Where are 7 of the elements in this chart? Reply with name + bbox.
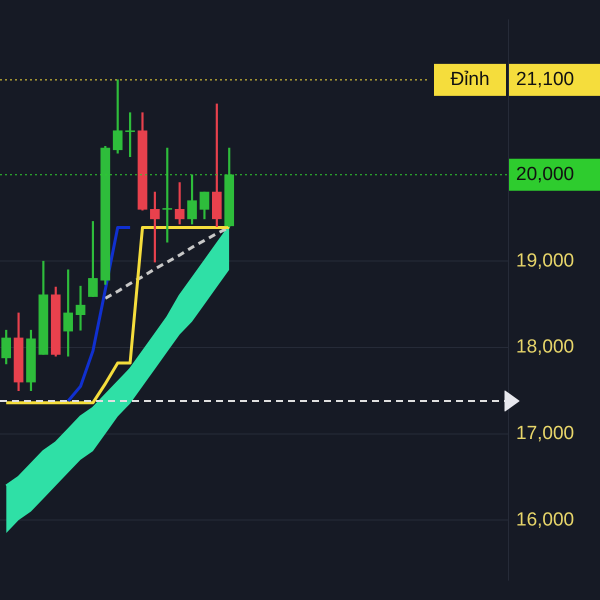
y-tick-label: 19,000	[516, 250, 574, 272]
y-tick-label: 20,000	[516, 164, 574, 186]
ref-line-label: Đỉnh	[450, 69, 490, 90]
y-tick-label: 16,000	[516, 509, 574, 530]
y-tick-label: 21,100	[516, 69, 574, 90]
y-tick-label: 17,000	[516, 423, 574, 444]
y-tick-label: 18,000	[516, 336, 574, 358]
